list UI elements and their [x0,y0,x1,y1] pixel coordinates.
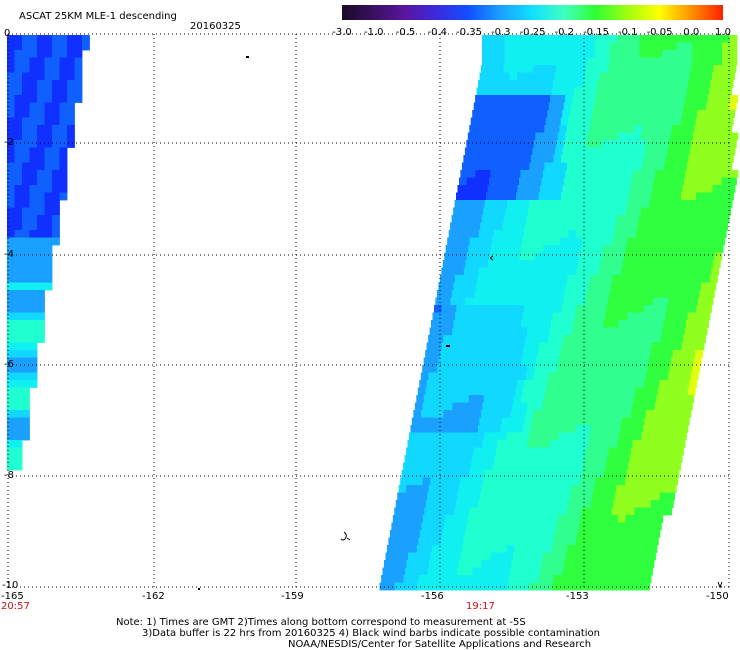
barb-mark [198,588,200,590]
colorbar-tick-label: -0.15 [583,27,609,38]
colorbar-tick-label: -1.0 [363,27,384,38]
note-line-2: 3)Data buffer is 22 hrs from 20160325 4)… [142,628,600,639]
grid-lines [7,33,730,588]
y-tick-0: 0 [4,28,11,39]
time-middle: 19:17 [466,601,495,612]
note-line-1: Note: 1) Times are GMT 2)Times along bot… [116,617,526,628]
colorbar-tick-label: -0.1 [617,27,638,38]
x-tick-2: -159 [281,591,304,602]
x-tick-1: -162 [142,591,165,602]
x-tick-4: -153 [566,591,589,602]
y-tick-2: -4 [4,249,14,260]
colorbar-gradient [342,5,723,20]
wind-barbs [198,56,723,590]
barb-mark [489,255,494,261]
x-tick-5: -150 [706,591,729,602]
y-tick-3: -6 [4,359,14,370]
colorbar-tick-label: 0.0 [683,27,700,38]
barb-mark [446,345,450,347]
time-left: 20:57 [1,601,30,612]
colorbar-tick-label: -3.0 [332,27,352,38]
y-tick-1: -2 [4,137,14,148]
x-tick-3: -156 [421,591,444,602]
map-title: ASCAT 25KM MLE-1 descending [19,11,177,22]
barb-mark [717,581,723,589]
colorbar-tick-label: -0.25 [519,27,546,38]
data-swaths [7,35,739,591]
colorbar [342,5,723,20]
colorbar-tick-label: 1.0 [715,27,731,38]
x-tick-0: -165 [1,591,24,602]
colorbar-tick-label: -0.3 [490,27,511,38]
footnotes: Note: 1) Times are GMT 2)Times along bot… [116,617,600,650]
colorbar-tick-label: -0.5 [395,27,416,38]
barb-mark [246,56,249,58]
colorbar-tick-label: -0.2 [554,27,575,38]
y-tick-4: -8 [4,470,14,481]
barb-mark [340,531,351,541]
y-tick-5: -10 [2,580,19,591]
map-date: 20160325 [190,21,241,32]
colorbar-tick-label: -0.05 [646,27,673,38]
colorbar-tick-label: -0.35 [456,27,482,38]
note-line-3: NOAA/NESDIS/Center for Satellite Applica… [288,639,592,650]
colorbar-tick-label: -0.4 [427,27,448,38]
